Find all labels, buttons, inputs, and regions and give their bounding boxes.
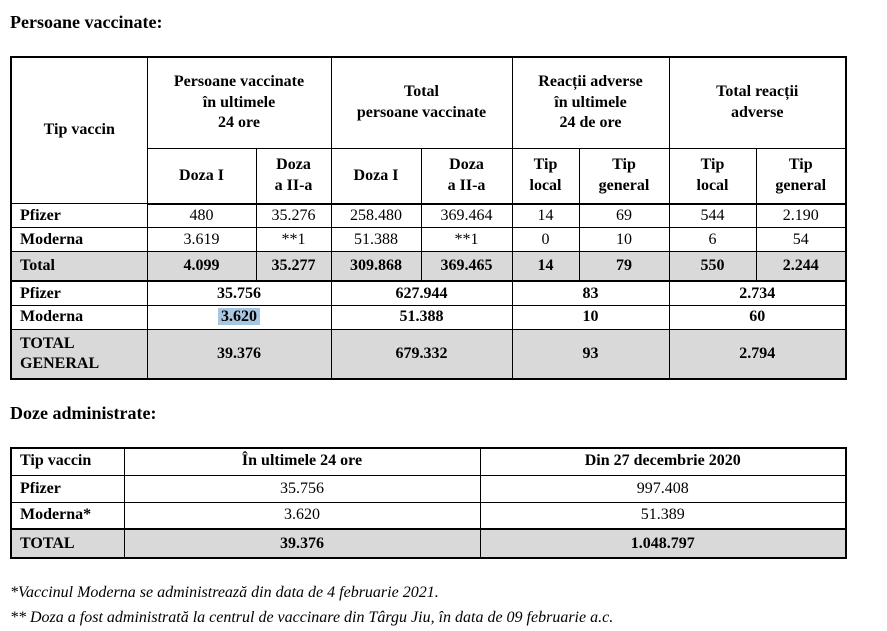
table-row-total-general: TOTAL GENERAL 39.376 679.332 93 2.794 bbox=[10, 328, 847, 380]
data-cell: 35.276 bbox=[255, 203, 332, 229]
table-row-moderna: Moderna* 3.620 51.389 bbox=[10, 501, 847, 530]
data-cell: 997.408 bbox=[479, 474, 847, 503]
data-cell: 3.620 bbox=[123, 501, 481, 530]
data-cell: 6 bbox=[668, 227, 757, 253]
data-cell: **1 bbox=[255, 227, 332, 253]
table-row: Doza I Doza a II-a Doza I Doza a II-a Ti… bbox=[11, 148, 847, 205]
data-cell: 51.389 bbox=[479, 501, 847, 530]
row-label: TOTAL bbox=[10, 528, 125, 559]
data-cell: 54 bbox=[755, 227, 847, 253]
table-row-moderna-combined: Moderna 3.620 51.388 10 60 bbox=[10, 304, 847, 330]
data-cell: 2.244 bbox=[755, 251, 847, 283]
data-cell: 369.465 bbox=[420, 251, 513, 283]
row-label: Pfizer bbox=[10, 474, 125, 503]
doses-table: Tip vaccin În ultimele 24 ore Din 27 dec… bbox=[10, 447, 847, 560]
sub-header-doza2: Doza a II-a bbox=[255, 148, 332, 205]
table-row-moderna: Moderna 3.619 **1 51.388 **1 0 10 6 54 bbox=[10, 227, 847, 253]
table-row-total: TOTAL 39.376 1.048.797 bbox=[10, 528, 847, 559]
row-label: Moderna bbox=[10, 304, 148, 330]
corner-header-tip-vaccin: Tip vaccin bbox=[10, 56, 148, 205]
table-row-pfizer-combined: Pfizer 35.756 627.944 83 2.734 bbox=[10, 280, 847, 306]
sub-header-doza2-total: Doza a II-a bbox=[420, 148, 513, 205]
data-cell: 35.277 bbox=[255, 251, 332, 283]
footnotes: *Vaccinul Moderna se administrează din d… bbox=[10, 581, 887, 631]
row-label: Pfizer bbox=[10, 203, 148, 229]
header-tip-vaccin: Tip vaccin bbox=[10, 447, 125, 476]
data-cell: 10 bbox=[578, 227, 670, 253]
data-cell: 2.794 bbox=[668, 328, 847, 380]
table-row-header: Tip vaccin În ultimele 24 ore Din 27 dec… bbox=[10, 447, 847, 476]
sub-header-tip-general-total: Tip general bbox=[755, 148, 847, 205]
data-cell: 679.332 bbox=[330, 328, 513, 380]
footnote-doza-targu-jiu: ** Doza a fost administrată la centrul d… bbox=[10, 608, 614, 626]
row-label: TOTAL GENERAL bbox=[10, 328, 148, 380]
sub-header-tip-local-total: Tip local bbox=[668, 148, 757, 205]
data-cell: 14 bbox=[511, 251, 580, 283]
vaccinated-table: Tip vaccin Persoane vaccinate în ultimel… bbox=[10, 55, 847, 381]
header-ultimele-24-ore: În ultimele 24 ore bbox=[123, 447, 481, 476]
data-cell: 2.190 bbox=[755, 203, 847, 229]
data-cell: 544 bbox=[668, 203, 757, 229]
group-header-total-adverse: Total reacții adverse bbox=[668, 56, 847, 150]
data-cell: 10 bbox=[511, 304, 670, 330]
sub-header-doza1: Doza I bbox=[146, 148, 257, 205]
group-header-total-vaccinated: Total persoane vaccinate bbox=[330, 56, 513, 150]
row-label: Total bbox=[10, 251, 148, 283]
row-label: Moderna bbox=[10, 227, 148, 253]
footnote-moderna: *Vaccinul Moderna se administrează din d… bbox=[10, 584, 439, 602]
data-cell: 35.756 bbox=[123, 474, 481, 503]
sub-header-tip-general: Tip general bbox=[578, 148, 670, 205]
data-cell: 51.388 bbox=[330, 227, 422, 253]
row-label: Moderna* bbox=[10, 501, 125, 530]
data-cell: 60 bbox=[668, 304, 847, 330]
data-cell-highlighted: 3.620 bbox=[146, 304, 332, 330]
group-header-vaccinated-24h: Persoane vaccinate în ultimele 24 ore bbox=[146, 56, 332, 150]
table-row-pfizer: Pfizer 35.756 997.408 bbox=[10, 474, 847, 503]
data-cell: 627.944 bbox=[330, 280, 513, 306]
data-cell: **1 bbox=[420, 227, 513, 253]
data-cell: 3.619 bbox=[146, 227, 257, 253]
data-cell: 14 bbox=[511, 203, 580, 229]
text-selection-highlight: 3.620 bbox=[218, 308, 260, 326]
data-cell: 0 bbox=[511, 227, 580, 253]
section-title-doze-administrate: Doze administrate: bbox=[10, 403, 157, 424]
data-cell: 369.464 bbox=[420, 203, 513, 229]
row-label: Pfizer bbox=[10, 280, 148, 306]
data-cell: 39.376 bbox=[146, 328, 332, 380]
sub-header-tip-local: Tip local bbox=[511, 148, 580, 205]
table-row-pfizer: Pfizer 480 35.276 258.480 369.464 14 69 … bbox=[10, 203, 847, 229]
data-cell: 258.480 bbox=[330, 203, 422, 229]
sub-header-doza1-total: Doza I bbox=[330, 148, 422, 205]
data-cell: 39.376 bbox=[123, 528, 481, 559]
data-cell: 550 bbox=[668, 251, 757, 283]
header-din-27-decembrie: Din 27 decembrie 2020 bbox=[479, 447, 847, 476]
data-cell: 93 bbox=[511, 328, 670, 380]
data-cell: 2.734 bbox=[668, 280, 847, 306]
table-row: Tip vaccin Persoane vaccinate în ultimel… bbox=[10, 56, 847, 205]
data-cell: 309.868 bbox=[330, 251, 422, 283]
table-row-total: Total 4.099 35.277 309.868 369.465 14 79… bbox=[10, 251, 847, 283]
data-cell: 69 bbox=[578, 203, 670, 229]
data-cell: 35.756 bbox=[146, 280, 332, 306]
data-cell: 4.099 bbox=[146, 251, 257, 283]
data-cell: 79 bbox=[578, 251, 670, 283]
data-cell: 83 bbox=[511, 280, 670, 306]
data-cell: 51.388 bbox=[330, 304, 513, 330]
group-header-adverse-24h: Reacții adverse în ultimele 24 de ore bbox=[511, 56, 670, 150]
data-cell: 1.048.797 bbox=[479, 528, 847, 559]
section-title-persoane-vaccinate: Persoane vaccinate: bbox=[10, 12, 163, 32]
data-cell: 480 bbox=[146, 203, 257, 229]
